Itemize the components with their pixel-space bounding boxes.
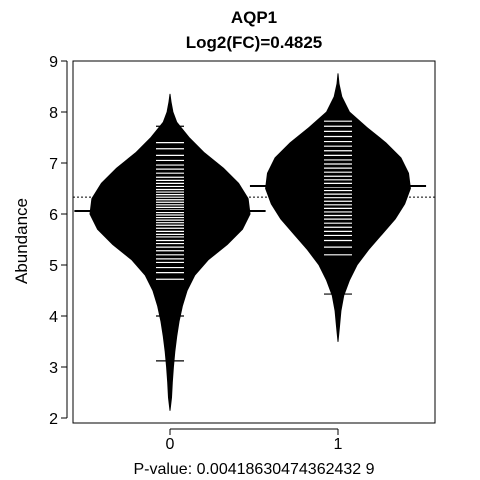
bean-density-0 [89, 93, 251, 411]
bean-density-1 [265, 73, 411, 342]
y-axis: 2 3 4 5 6 7 8 9 [49, 54, 68, 428]
plot-area [73, 73, 435, 411]
plot-frame [72, 60, 436, 424]
chart-subtitle: Log2(FC)=0.4825 [186, 33, 323, 52]
x-axis-label: P-value: 0.00418630474362432 9 [133, 461, 374, 478]
x-tick-label-0: 0 [166, 436, 175, 453]
y-tick-label-3: 3 [49, 360, 58, 377]
x-tick-label-1: 1 [334, 436, 343, 453]
bean-1 [249, 73, 427, 342]
y-tick-label-4: 4 [49, 309, 58, 326]
y-tick-label-6: 6 [49, 207, 58, 224]
y-tick-label-5: 5 [49, 258, 58, 275]
y-axis-label: Abundance [12, 198, 31, 284]
chart-title: AQP1 [231, 8, 277, 27]
y-tick-label-2: 2 [49, 411, 58, 428]
bean-0 [74, 93, 266, 411]
y-tick-label-7: 7 [49, 156, 58, 173]
y-tick-label-8: 8 [49, 105, 58, 122]
y-tick-label-9: 9 [49, 54, 58, 71]
